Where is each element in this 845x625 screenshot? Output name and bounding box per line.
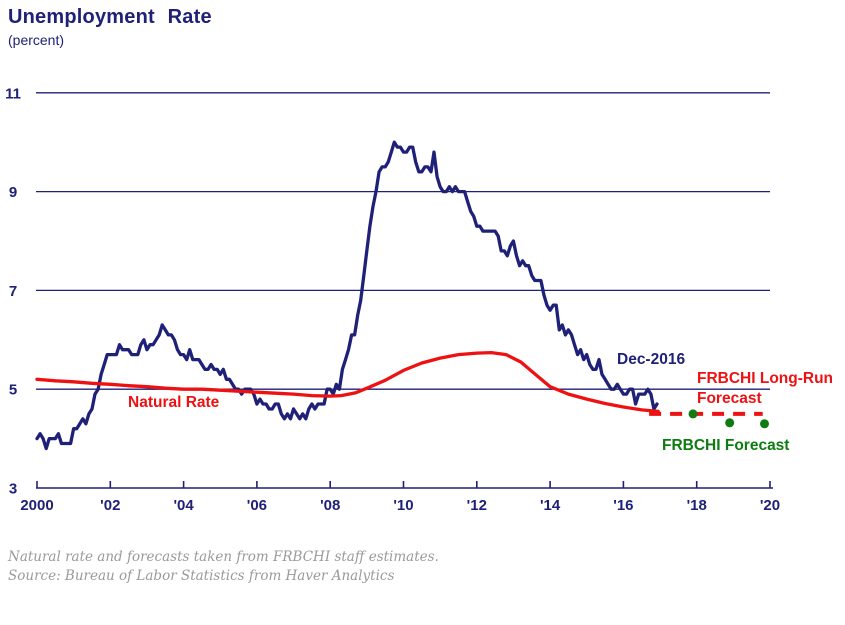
x-tick-label-2000: 2000 — [20, 497, 53, 514]
dec-2016-label: Dec-2016 — [617, 351, 686, 368]
x-tick-label-2014: '14 — [540, 497, 561, 514]
point-frbchi-forecast-0 — [688, 409, 698, 419]
footnote-line-2: Source: Bureau of Labor Statistics from … — [8, 568, 395, 584]
chart-header: Unemployment Rate (percent) — [8, 6, 212, 48]
footnote: Natural rate and forecasts taken from FR… — [8, 548, 439, 586]
x-tick-label-2010: '10 — [393, 497, 413, 514]
series-unemployment-rate — [35, 140, 659, 451]
x-tick-label-2012: '12 — [467, 497, 487, 514]
point-frbchi-forecast-1 — [725, 418, 735, 428]
x-tick-label-2020: '20 — [760, 497, 780, 514]
unemployment-rate-chart: 3 5 7 9 11 2000 '02 '04 '06 '08 '10 '12 '14 '16 '18 '20 — [5, 85, 780, 514]
x-tick-label-2016: '16 — [613, 497, 633, 514]
series-natural-rate — [35, 350, 660, 414]
y-tick-label-3: 3 — [9, 481, 17, 498]
natural-rate-label: Natural Rate — [128, 394, 220, 411]
footnote-line-1: Natural rate and forecasts taken from FR… — [8, 549, 439, 565]
x-tick-label-2002: '02 — [100, 497, 120, 514]
frbchi-forecast-label: FRBCHI Forecast — [662, 437, 790, 454]
x-tick-label-2008: '08 — [320, 497, 340, 514]
y-tick-label-5: 5 — [9, 382, 17, 399]
frbchi-long-run-forecast-label-line2: Forecast — [697, 390, 762, 407]
page-subtitle: (percent) — [8, 32, 65, 48]
x-tick-label-2018: '18 — [687, 497, 707, 514]
y-tick-label-9: 9 — [9, 184, 17, 201]
frbchi-long-run-forecast-label: FRBCHI Long-Run Forecast — [697, 369, 833, 409]
frbchi-long-run-forecast-label-line1: FRBCHI Long-Run — [697, 370, 834, 387]
x-tick-label-2004: '04 — [173, 497, 194, 514]
page-title: Unemployment Rate — [8, 6, 212, 28]
point-frbchi-forecast-2 — [760, 419, 770, 429]
y-tick-label-11: 11 — [5, 85, 21, 102]
y-tick-label-7: 7 — [9, 283, 17, 300]
x-tick-label-2006: '06 — [247, 497, 267, 514]
